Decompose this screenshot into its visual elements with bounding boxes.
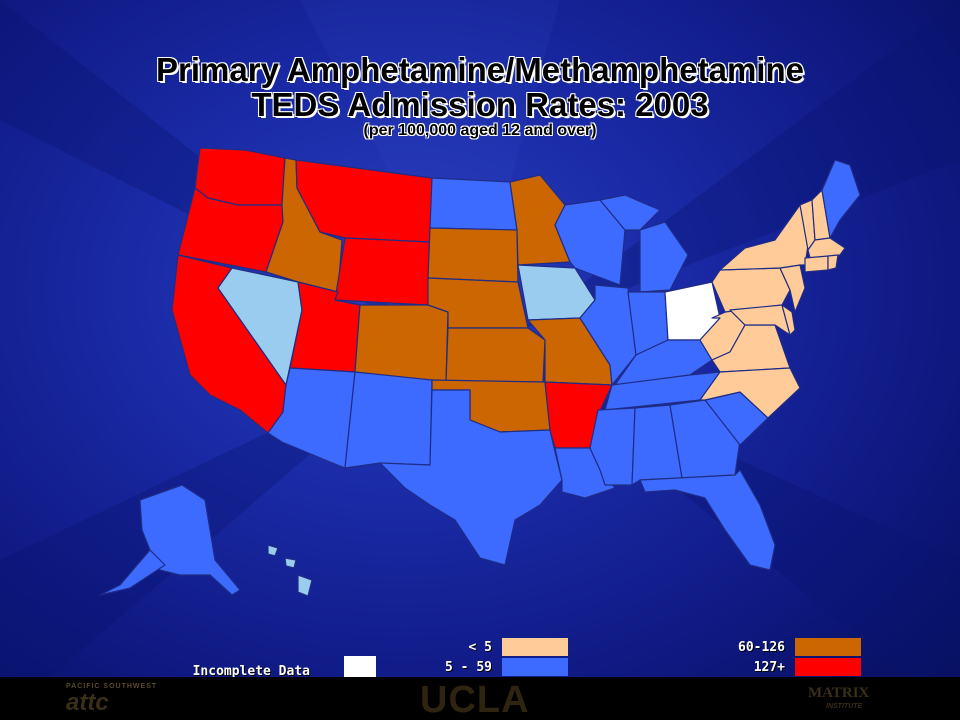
legend-60-126-label: 60-126 (738, 640, 785, 655)
state-ia (517, 264, 596, 321)
matrix-logo-small: INSTITUTE (826, 703, 863, 710)
state-nm (344, 371, 433, 469)
attc-logo: attc (66, 689, 109, 716)
state-hi-3 (297, 574, 313, 597)
title-line-2: TEDS Admission Rates: 2003 (251, 86, 709, 123)
legend-127-label: 127+ (753, 660, 785, 675)
state-sd (427, 227, 519, 283)
legend-127-swatch (795, 658, 861, 676)
state-me (821, 159, 861, 239)
state-wa (194, 147, 286, 206)
state-nc (699, 367, 801, 419)
legend-incomplete-swatch (344, 656, 376, 678)
map-subtitle: (per 100,000 aged 12 and over) (363, 122, 597, 139)
title-line-1: Primary Amphetamine/Methamphetamine (156, 51, 804, 88)
state-co (354, 304, 449, 383)
matrix-logo: MATRIX (808, 685, 870, 701)
footer-bar: PACIFIC SOUTHWEST attc UCLA MATRIX INSTI… (0, 677, 960, 721)
state-hi (267, 544, 279, 557)
state-ct (804, 255, 829, 273)
state-tx (379, 389, 563, 566)
state-ak-aleutian (99, 549, 166, 596)
state-mi (639, 221, 689, 293)
map-title: Primary Amphetamine/Methamphetamine TEDS… (0, 52, 960, 122)
state-wy (334, 237, 431, 306)
state-ks (445, 327, 546, 383)
state-nd (429, 177, 518, 231)
legend-60-126-swatch (795, 638, 861, 656)
legend-5-59-label: 5 - 59 (445, 660, 492, 675)
legend-5-59-swatch (502, 658, 568, 676)
state-ri (827, 254, 839, 271)
state-ny (719, 204, 811, 271)
ucla-logo: UCLA (420, 679, 530, 721)
state-de (781, 304, 796, 336)
state-hi-2 (284, 557, 297, 569)
state-fl (639, 469, 776, 571)
legend-incomplete-label: Incomplete Data (192, 664, 310, 679)
state-md (729, 304, 791, 336)
state-mi-upper (599, 194, 661, 231)
legend-lt5-swatch (502, 638, 568, 656)
state-ga (669, 399, 741, 479)
attc-logo-small: PACIFIC SOUTHWEST (66, 683, 158, 690)
state-ak (139, 484, 241, 596)
legend-lt5-label: < 5 (468, 640, 492, 655)
